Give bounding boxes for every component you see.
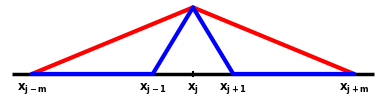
Text: $\mathbf{x_{j-1}}$: $\mathbf{x_{j-1}}$: [139, 81, 167, 96]
Text: $\mathbf{x_j}$: $\mathbf{x_j}$: [187, 81, 199, 96]
Text: $\mathbf{x_{j+1}}$: $\mathbf{x_{j+1}}$: [219, 81, 247, 96]
Text: $\mathbf{x_{j-m}}$: $\mathbf{x_{j-m}}$: [17, 81, 47, 96]
Text: $\mathbf{x_{j+m}}$: $\mathbf{x_{j+m}}$: [339, 81, 369, 96]
